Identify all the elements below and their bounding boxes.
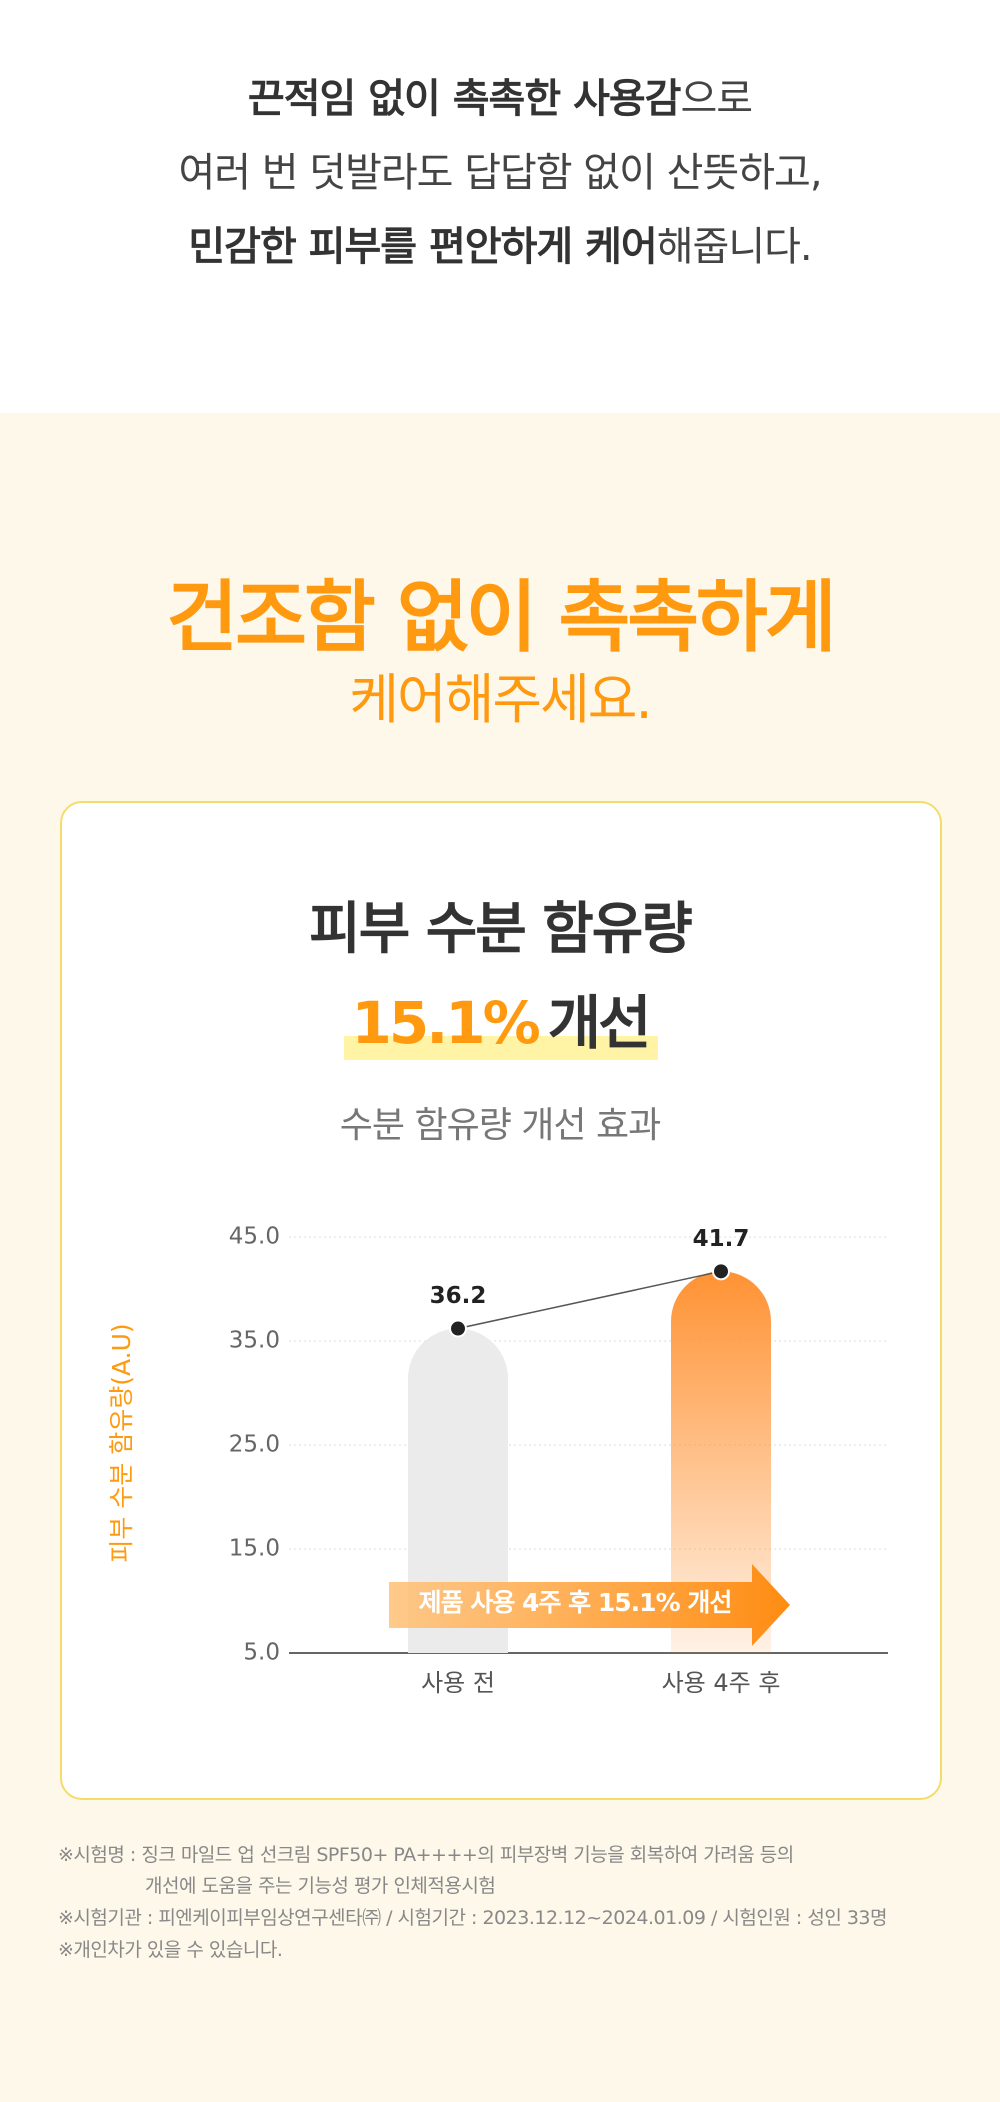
section-subheading: 케어해주세요. [349, 668, 652, 731]
bar [671, 1271, 771, 1653]
intro-text: 으로 [680, 76, 753, 122]
value-label: 36.2 [430, 1283, 487, 1309]
intro: 끈적임 없이 촉촉한 사용감으로 여러 번 덧발라도 답답함 없이 산뜻하고, … [0, 0, 1000, 413]
point [449, 1319, 467, 1338]
intro-bold: 민감한 피부를 편안하게 케어 [188, 224, 657, 270]
highlight-value: 15.1% [352, 989, 540, 1057]
y-tick-label: 35.0 [229, 1328, 280, 1354]
point [712, 1262, 730, 1281]
card-highlight: 15.1% 개선 [352, 989, 649, 1057]
highlight-suffix: 개선 [548, 989, 649, 1057]
y-tick-label: 45.0 [229, 1224, 280, 1250]
chart-title: 수분 함유량 개선 효과 [340, 1105, 660, 1146]
highlight-bar [344, 1036, 658, 1060]
y-tick-label: 15.0 [229, 1536, 280, 1562]
value-label: 41.7 [693, 1226, 750, 1252]
annotation-arrow [389, 1564, 790, 1646]
note: ※개인차가 있을 수 있습니다. [58, 1939, 283, 1961]
intro-text: 해줍니다. [656, 224, 813, 270]
y-tick-label: 25.0 [229, 1432, 280, 1458]
intro-line: 여러 번 덧발라도 답답함 없이 산뜻하고, [0, 140, 1000, 198]
x-tick-label: 사용 4주 후 [662, 1669, 781, 1697]
intro-line: 끈적임 없이 촉촉한 사용감으로 [0, 66, 1000, 124]
y-axis-label: 피부 수분 함유량(A.U) [107, 1323, 136, 1562]
y-tick-label: 5.0 [243, 1640, 280, 1666]
annotation: 제품 사용 4주 후 15.1% 개선 [419, 1588, 732, 1617]
note: ※시험기관 : 피엔케이피부임상연구센타㈜ / 시험기간 : 2023.12.1… [58, 1907, 888, 1929]
connector-line [457, 1270, 722, 1330]
section-heading: 건조함 없이 촉촉하게 [166, 573, 836, 663]
bar [408, 1328, 508, 1653]
intro-bold: 끈적임 없이 촉촉한 사용감 [247, 76, 682, 122]
note: ※시험명 : 징크 마일드 업 선크림 SPF50+ PA++++의 피부장벽 … [58, 1844, 794, 1866]
card-title: 피부 수분 함유량 [309, 897, 692, 962]
intro-line: 민감한 피부를 편안하게 케어해줍니다. [0, 214, 1000, 272]
intro-text: 여러 번 덧발라도 답답함 없이 산뜻하고, [178, 150, 822, 196]
note: 개선에 도움을 주는 기능성 평가 인체적용시험 [145, 1875, 496, 1897]
x-tick-label: 사용 전 [421, 1669, 495, 1697]
